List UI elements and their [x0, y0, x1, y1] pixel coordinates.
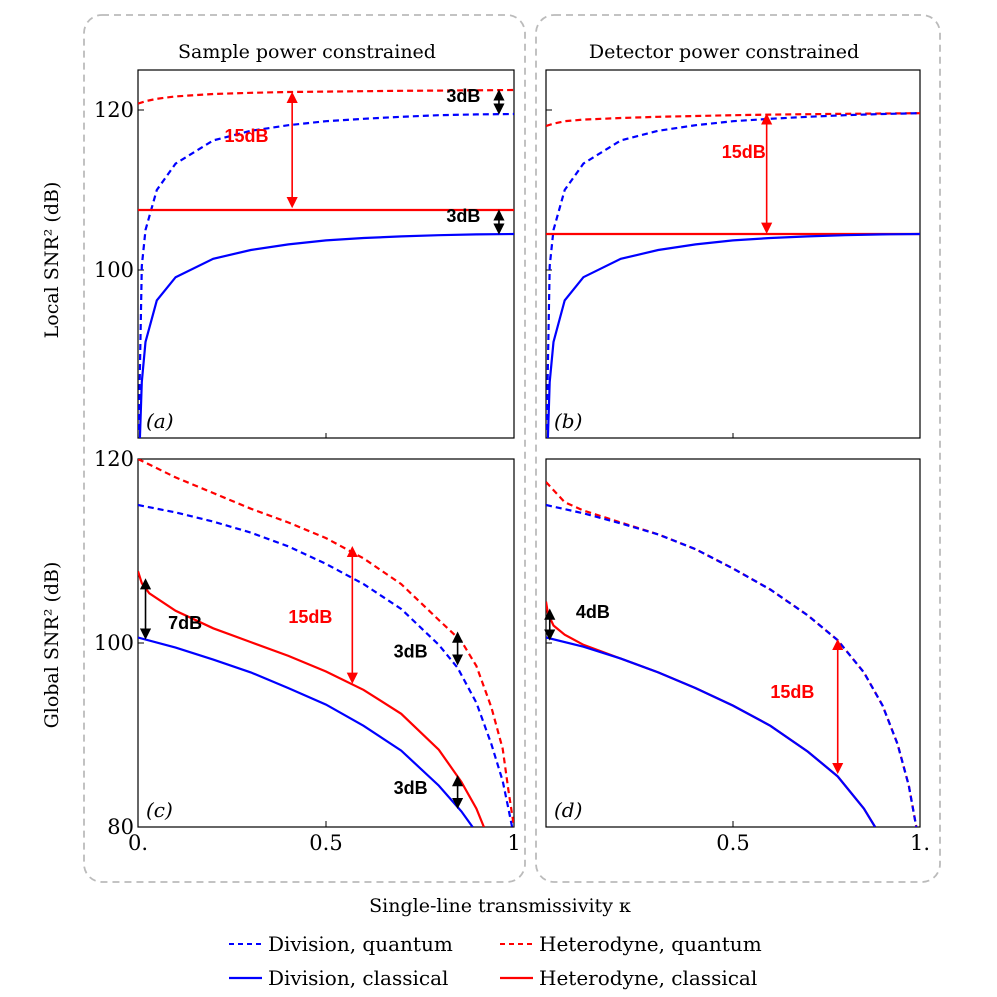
series-division-classical-c	[138, 636, 474, 827]
x-tick-label-d-1: 1.	[910, 831, 930, 855]
annotation-label-b-0: 15dB	[722, 142, 766, 162]
column-title-right: Detector power constrained	[589, 41, 859, 63]
y-tick-label-c-2: 120	[94, 447, 134, 471]
y-tick-label-c-1: 100	[94, 631, 134, 655]
panel-label-d: (d)	[554, 798, 582, 822]
series-division-classical-b	[546, 232, 920, 438]
y-tick-label-a-1: 120	[94, 98, 134, 122]
series-heterodyne-quantum-d	[546, 481, 918, 827]
annotation-label-a-1: 15dB	[224, 126, 268, 146]
legend-label-division-quantum: Division, quantum	[268, 932, 453, 956]
annotation-label-d-1: 15dB	[770, 682, 814, 702]
annotation-label-a-0: 3dB	[446, 86, 480, 106]
annotation-label-a-2: 3dB	[446, 206, 480, 226]
series-division-classical-d	[546, 636, 877, 827]
legend-label-heterodyne-classical: Heterodyne, classical	[539, 966, 757, 990]
series-division-quantum-a	[138, 112, 514, 431]
x-tick-label-d-0: 0.5	[716, 831, 749, 855]
row-label-global: Global SNR² (dB)	[41, 562, 63, 729]
annotation-label-d-0: 4dB	[576, 602, 610, 622]
y-tick-label-c-0: 80	[107, 815, 134, 839]
legend-label-division-classical: Division, classical	[268, 966, 448, 990]
series-heterodyne-quantum-b	[546, 112, 920, 128]
x-tick-label-c-0: 0.	[128, 831, 148, 855]
annotation-label-c-0: 7dB	[168, 613, 202, 633]
annotation-label-c-3: 3dB	[394, 778, 428, 798]
series-division-quantum-c	[138, 503, 514, 827]
panel-d: 0.5 1. 4dB 15dB (d)	[544, 481, 930, 855]
series-division-quantum-d	[546, 503, 918, 827]
x-tick-label-c-1: 0.5	[309, 831, 342, 855]
panel-frame-b	[545, 69, 921, 439]
x-tick-label-c-2: 1	[507, 831, 520, 855]
legend-label-heterodyne-quantum: Heterodyne, quantum	[539, 932, 762, 956]
row-label-local: Local SNR² (dB)	[41, 182, 63, 339]
legend: Division, quantum Heterodyne, quantum Di…	[229, 932, 762, 990]
panel-frame-a	[137, 69, 515, 439]
column-frame-left	[83, 14, 526, 883]
annotation-label-c-2: 3dB	[394, 642, 428, 662]
series-division-classical-a	[138, 232, 514, 438]
panel-label-a: (a)	[146, 409, 174, 433]
series-heterodyne-quantum-c	[138, 459, 514, 827]
y-tick-label-a-0: 100	[94, 258, 134, 282]
series-division-quantum-b	[546, 112, 920, 431]
panel-b: 15dB (b)	[546, 109, 920, 438]
column-frame-right	[535, 14, 941, 883]
panel-a: 100 120 3dB 15dB 3dB (a)	[94, 86, 514, 438]
panel-label-b: (b)	[554, 409, 582, 433]
annotation-label-c-1: 15dB	[288, 607, 332, 627]
column-title-left: Sample power constrained	[178, 41, 436, 63]
x-axis-label: Single-line transmissivity κ	[369, 895, 631, 917]
series-heterodyne-classical-d	[546, 601, 877, 827]
panel-c: 0. 0.5 1 80 100 120 7dB 15dB 3dB 3dB (c)	[94, 447, 521, 855]
panel-frame-d	[545, 458, 921, 828]
panel-label-c: (c)	[146, 798, 173, 822]
